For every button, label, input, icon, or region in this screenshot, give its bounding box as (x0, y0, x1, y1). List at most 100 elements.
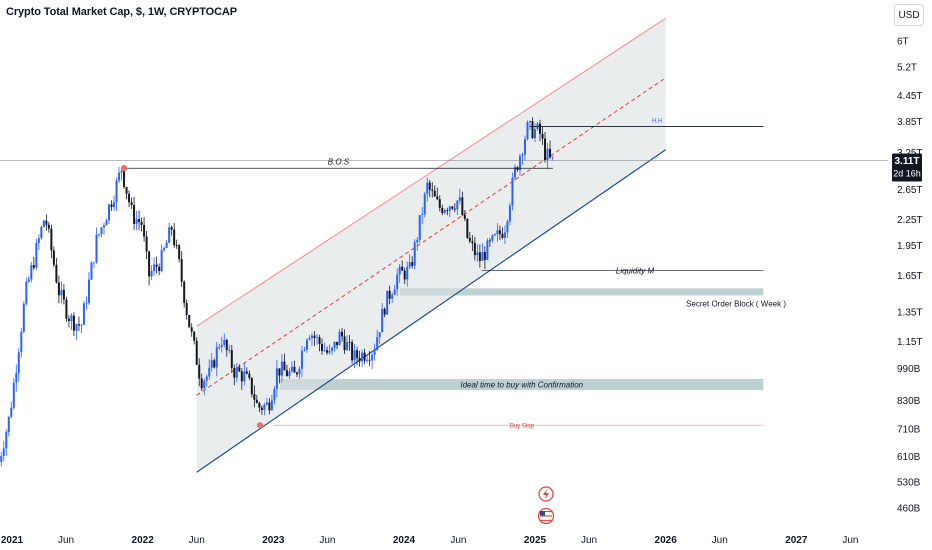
x-tick-label: Jun (842, 535, 858, 546)
candle-body (549, 148, 552, 158)
candle-body (265, 402, 268, 405)
candle-body (260, 407, 263, 410)
candle-body (30, 265, 33, 280)
channel-fill (196, 18, 666, 473)
candle-body (341, 331, 344, 337)
candle-body (346, 342, 349, 351)
candle-body (218, 346, 221, 348)
candle-body (331, 347, 334, 351)
x-tick-label: Jun (58, 535, 74, 546)
candle-body (77, 324, 80, 326)
candle-body (413, 242, 416, 266)
candle-body (476, 252, 479, 256)
candle-body (95, 234, 98, 263)
candle-body (491, 235, 494, 241)
candle-body (383, 308, 386, 315)
candle-body (391, 294, 394, 299)
candle-body (67, 318, 70, 321)
candle-body (421, 214, 424, 215)
order-block-zone[interactable] (399, 288, 764, 296)
candle-body (175, 245, 178, 246)
candle-body (368, 359, 371, 361)
candle-body (300, 350, 303, 369)
us-flag-icon[interactable] (537, 507, 555, 525)
candle-body (250, 377, 253, 395)
candle-body (506, 221, 509, 233)
candle-body (2, 448, 5, 456)
candle-body (446, 210, 449, 212)
candle-body (541, 133, 544, 139)
x-tick-label: Jun (450, 535, 466, 546)
candle-body (328, 350, 331, 353)
x-tick-label: 2027 (785, 535, 808, 546)
bos-label: B.O.S (328, 157, 350, 166)
candle-body (315, 337, 318, 338)
candle-body (125, 186, 128, 194)
candle-body (37, 237, 40, 244)
currency-button[interactable]: USD (894, 4, 924, 26)
candle-body (386, 290, 389, 315)
candle-body (523, 139, 526, 155)
candle-body (173, 229, 176, 246)
candle-body (20, 331, 23, 353)
candle-body (22, 303, 25, 332)
candle-body (326, 350, 329, 353)
candle-body (528, 121, 531, 123)
candle-body (155, 264, 158, 267)
pivot-marker[interactable] (120, 165, 128, 172)
channel-lower-line[interactable] (196, 149, 667, 473)
candle-body (168, 227, 171, 243)
candle-body (343, 336, 346, 351)
candle-body (108, 204, 111, 221)
order-block-label: Secret Order Block ( Week ) (686, 300, 786, 309)
candle-body (338, 331, 341, 346)
candle-body (230, 350, 233, 368)
candle-body (426, 182, 429, 194)
channel-mid-line[interactable] (196, 77, 666, 396)
candle-body (268, 402, 271, 411)
candle-body (303, 349, 306, 351)
candle-body (318, 337, 321, 344)
y-tick-label: 830B (897, 396, 921, 407)
flash-icon[interactable] (538, 486, 554, 502)
candle-body (210, 360, 213, 368)
channel-upper-line[interactable] (196, 17, 666, 327)
candle-body (498, 230, 501, 234)
candle-body (195, 340, 198, 365)
candle-body (486, 240, 489, 260)
candle-body (496, 230, 499, 235)
candle-body (253, 394, 256, 400)
candle-body (97, 234, 100, 235)
candle-body (115, 180, 118, 203)
candle-body (441, 207, 444, 213)
candle-body (321, 343, 324, 351)
candle-body (105, 220, 108, 226)
candle-body (463, 214, 466, 219)
candle-body (263, 404, 266, 410)
candle-body (418, 214, 421, 240)
x-tick-label: 2024 (393, 535, 416, 546)
y-tick-label: 1.35T (897, 308, 923, 319)
candle-body (178, 245, 181, 260)
candle-body (381, 308, 384, 333)
candle-body (534, 129, 536, 139)
pivot-marker[interactable] (256, 422, 264, 429)
candle-body (433, 190, 436, 197)
candle-body (42, 220, 45, 227)
candle-body (138, 219, 141, 223)
candle-body (363, 352, 366, 361)
candle-body (65, 299, 68, 319)
candle-body (353, 350, 356, 361)
candle-body (200, 378, 203, 389)
candle-body (471, 241, 474, 244)
candle-body (170, 227, 173, 230)
liquidity-label: Liquidity M (616, 266, 655, 275)
y-tick-label: 610B (897, 452, 921, 463)
candle-body (213, 360, 216, 368)
candle-body (539, 123, 542, 134)
candle-body (458, 197, 461, 201)
buy-zone[interactable] (280, 379, 764, 391)
candle-body (348, 342, 351, 343)
